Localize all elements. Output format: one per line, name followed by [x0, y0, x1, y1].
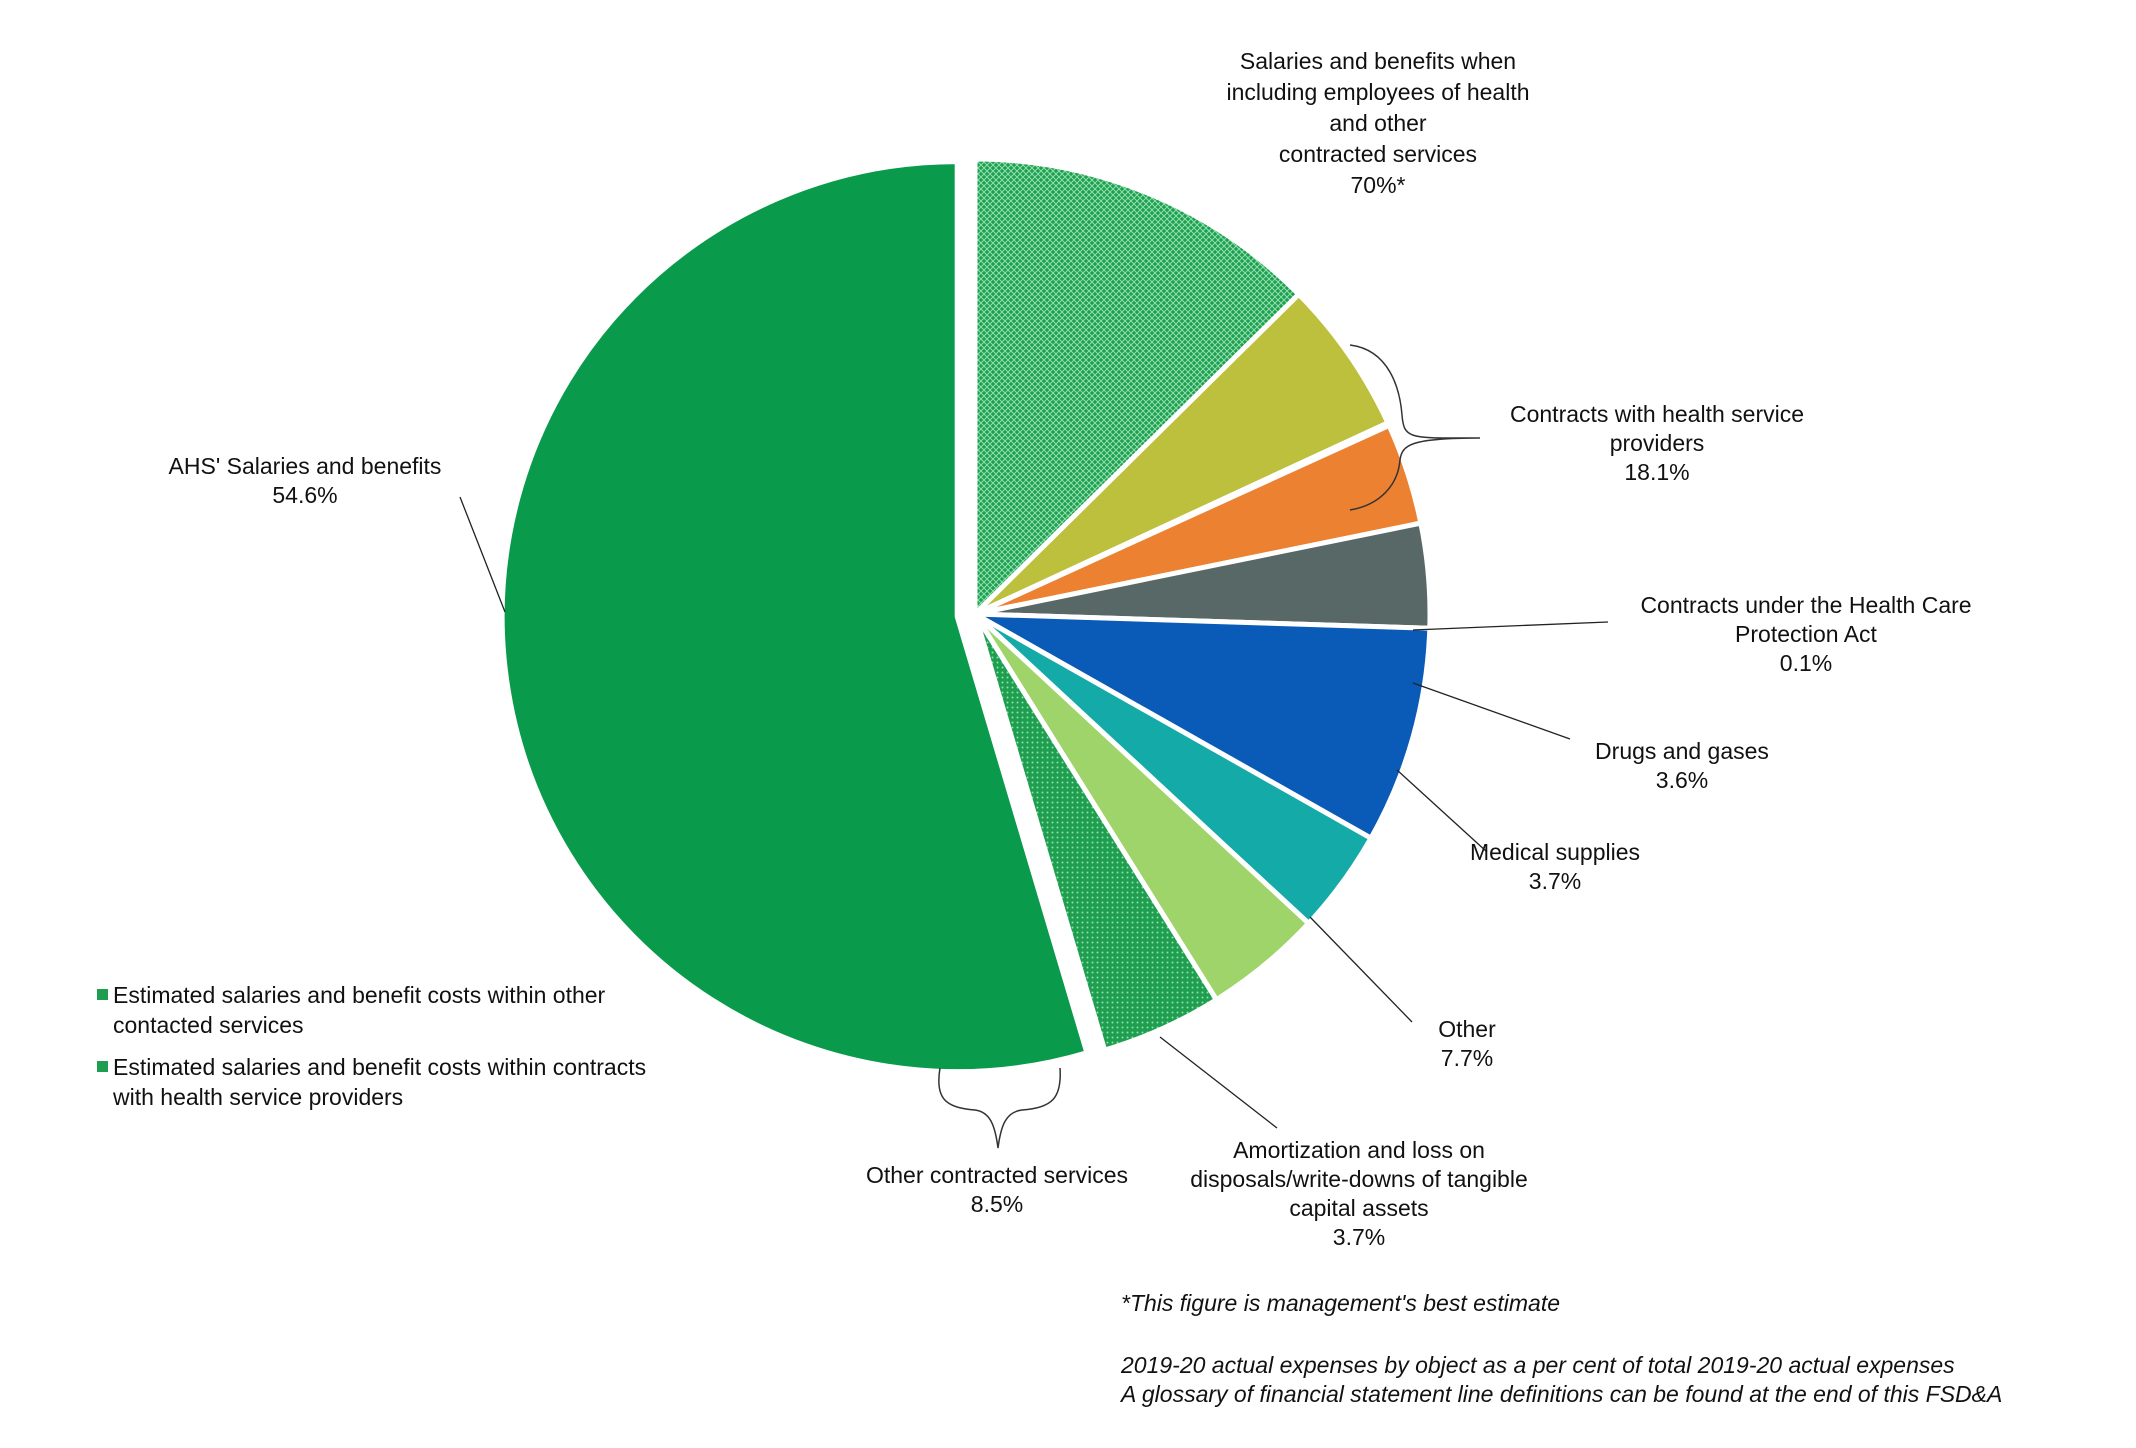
legend-swatch-crosshatch — [97, 1061, 108, 1072]
brace-health-service-providers — [1349, 344, 1481, 511]
leader-line-amort — [1159, 1036, 1278, 1129]
pie-slice-ocs_sal — [972, 611, 1219, 1053]
label-ocs: Other contracted services 8.5% — [866, 1162, 1128, 1217]
pie-slice-hsp_other — [972, 291, 1391, 617]
label-hcpa: Contracts under the Health Care Protectio… — [1640, 592, 1971, 676]
label-ahs: AHS' Salaries and benefits 54.6% — [169, 453, 442, 508]
leader-line-other — [1309, 916, 1413, 1023]
label-other: Other 7.7% — [1438, 1016, 1496, 1071]
label-medical: Medical supplies 3.7% — [1470, 839, 1640, 894]
footnote-expenses: 2019-20 actual expenses by object as a p… — [1121, 1352, 1955, 1378]
footnote-estimate: *This figure is management's best estima… — [1121, 1290, 1561, 1316]
leader-line-hcpa — [1412, 621, 1609, 631]
legend-label: Estimated salaries and benefit costs wit… — [113, 1054, 647, 1110]
legend: Estimated salaries and benefit costs wit… — [97, 980, 673, 1124]
legend-swatch-dots — [97, 989, 108, 1000]
legend-item-other-contracted-salaries: Estimated salaries and benefit costs wit… — [97, 980, 673, 1040]
label-hsp: Contracts with health service providers 18… — [1510, 401, 1804, 485]
label-salaries-total: Salaries and benefits when including empl… — [1226, 48, 1529, 198]
pie-slices — [499, 156, 1433, 1075]
leader-line-ahs — [459, 496, 506, 613]
leader-line-medical — [1396, 769, 1488, 853]
legend-item-health-service-salaries: Estimated salaries and benefit costs wit… — [97, 1052, 673, 1112]
label-amort: Amortization and loss on disposals/write-… — [1190, 1137, 1528, 1250]
legend-label: Estimated salaries and benefit costs wit… — [113, 982, 606, 1038]
pie-slice-ahs — [499, 159, 1090, 1075]
pie-slice-other — [972, 611, 1433, 841]
slice-labels: Salaries and benefits when including empl… — [169, 48, 1972, 1250]
leader-line-drugs — [1412, 682, 1571, 740]
brace-other-contracted-services — [938, 1067, 1061, 1149]
leader-lines — [459, 344, 1609, 1149]
footnote-glossary: A glossary of financial statement line d… — [1121, 1381, 2003, 1407]
label-drugs: Drugs and gases 3.6% — [1595, 738, 1769, 793]
pie-slice-hsp_sal — [972, 156, 1302, 617]
